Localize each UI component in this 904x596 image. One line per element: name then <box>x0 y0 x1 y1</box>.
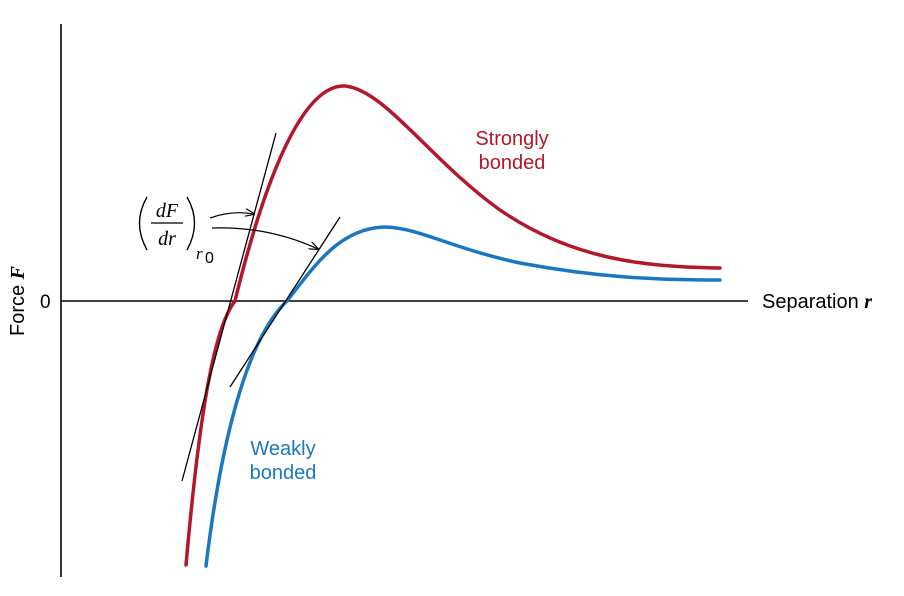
derivative-numerator: dF <box>156 200 179 222</box>
x-axis-label-text: Separation <box>762 291 864 313</box>
strong-bond-label-line2: bonded <box>479 152 546 174</box>
subscript-r: r <box>196 244 203 263</box>
zero-tick-label: 0 <box>40 292 51 313</box>
slope-arrow-strong <box>209 213 254 219</box>
strong-bond-curve <box>184 84 722 567</box>
weak-bond-curve <box>204 225 722 568</box>
derivative-denominator: dr <box>158 228 176 250</box>
y-axis-label-group: Force F <box>7 265 29 336</box>
right-paren <box>186 196 196 251</box>
left-paren <box>138 196 148 251</box>
subscript-0: 0 <box>205 250 214 267</box>
y-axis-label-var: F <box>7 265 29 280</box>
x-axis-label: Separation r <box>762 291 872 313</box>
weak-tangent-line <box>229 216 341 388</box>
strong-tangent-line <box>181 132 277 482</box>
y-axis-label: Force F <box>7 265 29 336</box>
x-axis-label-var: r <box>864 291 872 313</box>
weak-bond-label-line1: Weakly <box>250 438 315 460</box>
weak-bond-label-line2: bonded <box>250 462 317 484</box>
y-axis-label-text: Force <box>7 279 29 336</box>
strong-bond-label-line1: Strongly <box>475 128 548 150</box>
slope-arrow-weak <box>211 227 318 249</box>
